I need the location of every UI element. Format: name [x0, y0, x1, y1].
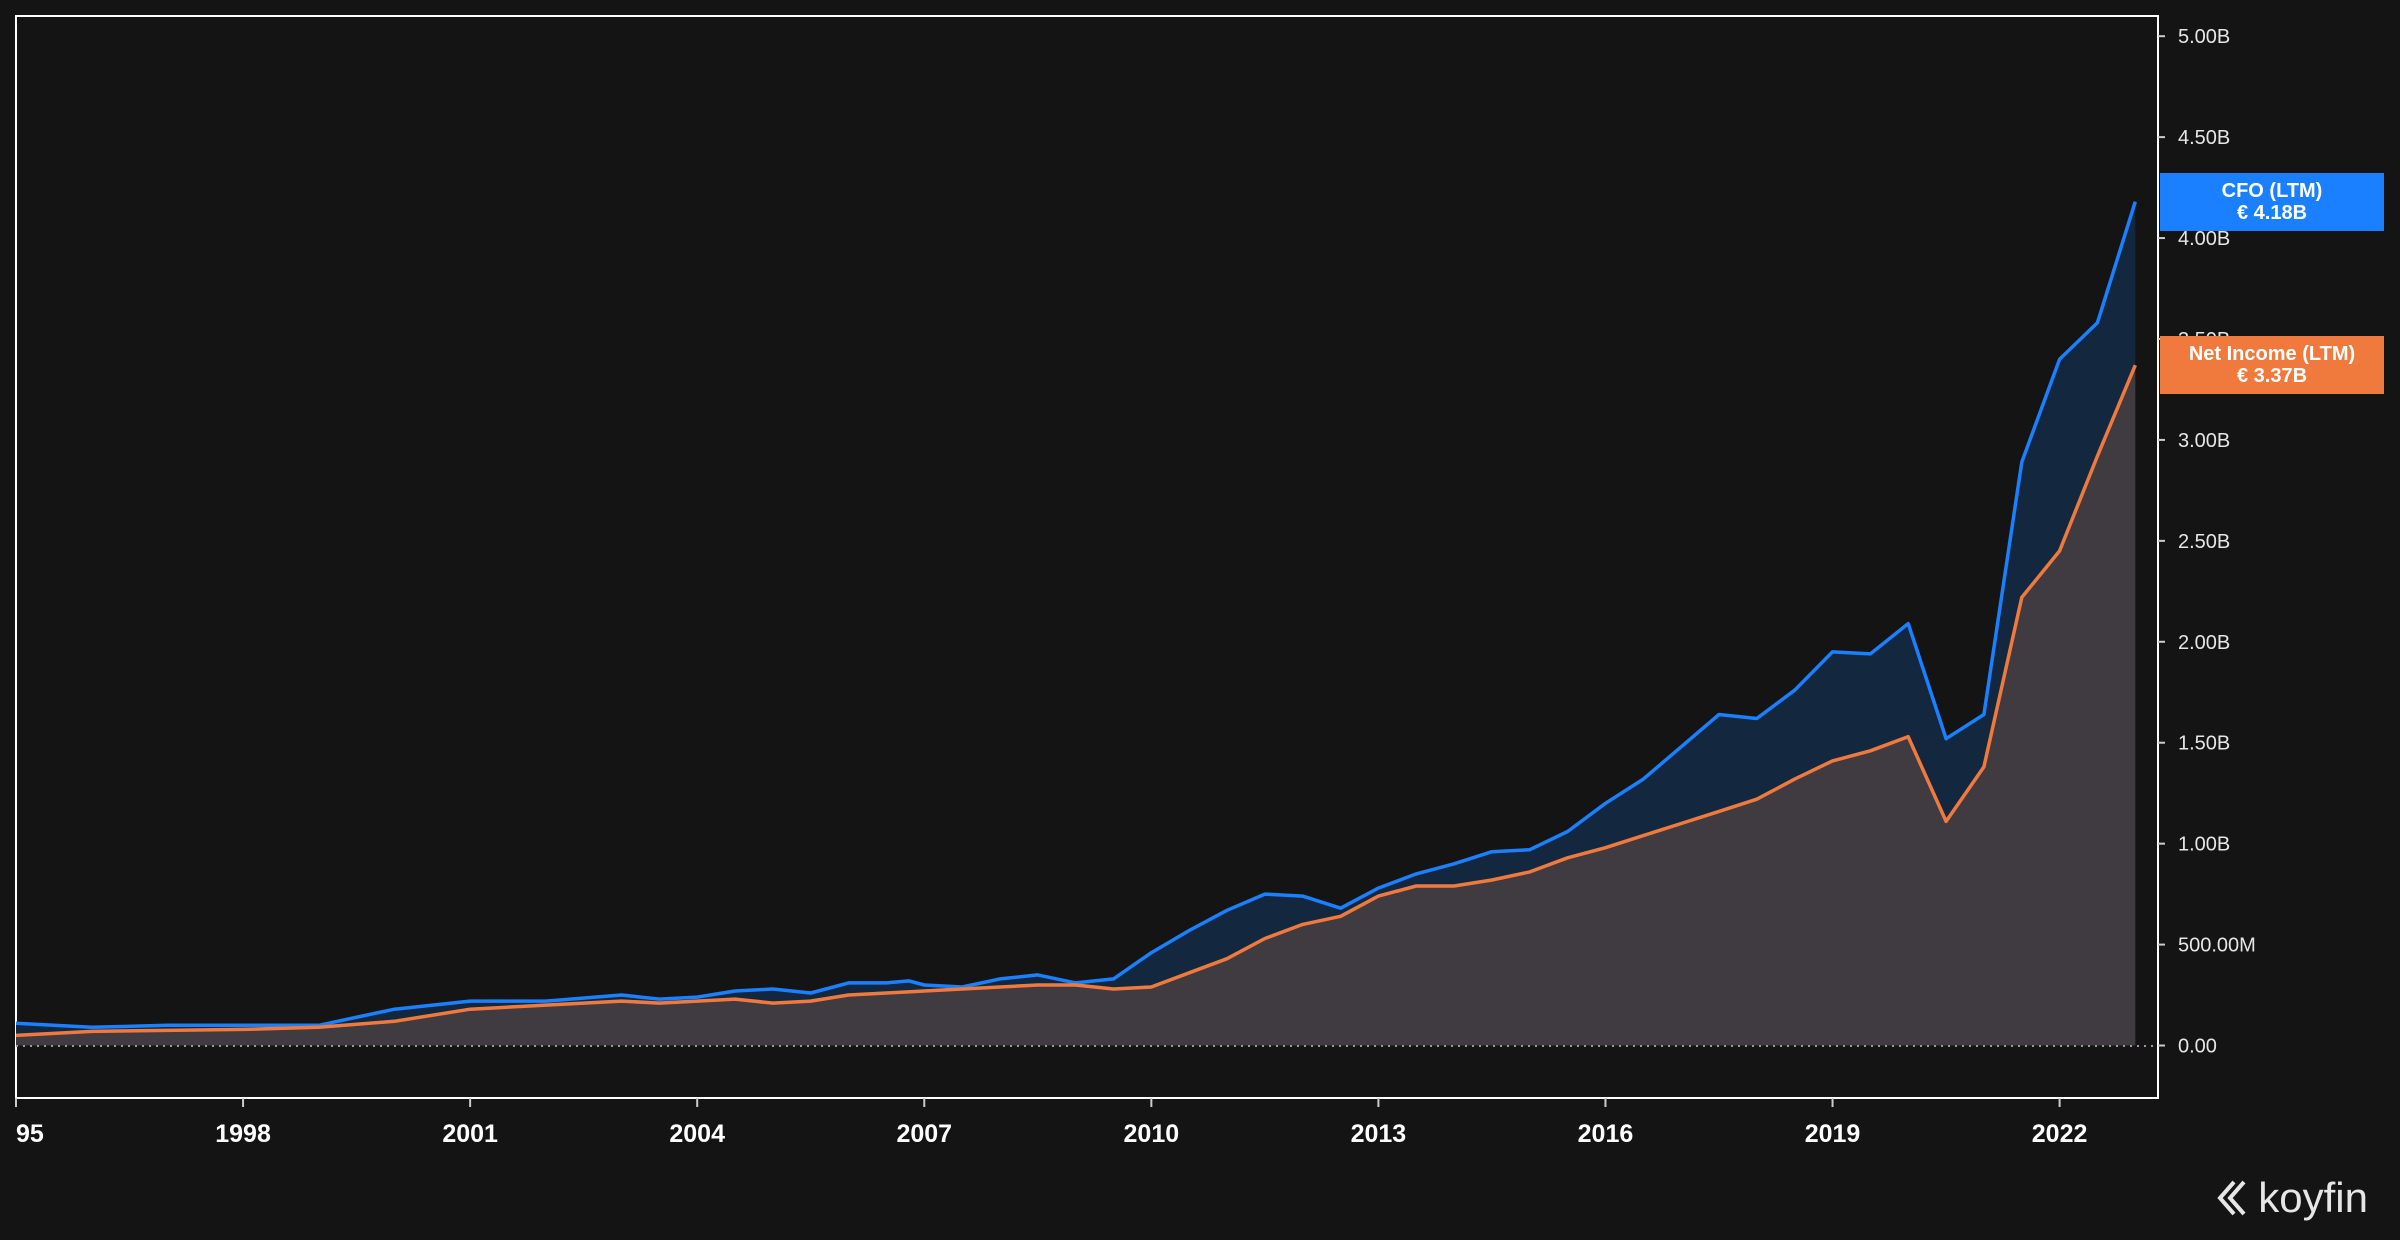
series-lines	[15, 201, 2137, 1038]
x-tick-label: 2004	[669, 1120, 725, 1148]
x-tick-label: 1998	[215, 1120, 271, 1148]
net-income-area	[16, 365, 2136, 1046]
koyfin-logo: koyfin	[2214, 1174, 2368, 1222]
x-tick-label: 2001	[442, 1120, 498, 1148]
net-income-tag-name: Net Income (LTM)	[2188, 343, 2356, 366]
x-tick-label: 2013	[1351, 1120, 1407, 1148]
x-tick-label: 95	[16, 1120, 44, 1148]
y-tick-label: 2.00B	[2178, 632, 2230, 654]
net-income-tag-value: € 3.37B	[2236, 365, 2308, 388]
y-tick-label: 3.00B	[2178, 430, 2230, 452]
cfo-value-tag: CFO (LTM) € 4.18B	[2160, 172, 2384, 231]
y-tick-label: 5.00B	[2178, 26, 2230, 48]
koyfin-logo-icon	[2217, 1180, 2246, 1216]
net-income-value-tag: Net Income (LTM) € 3.37B	[2160, 336, 2384, 395]
x-tick-label: 2022	[2032, 1120, 2088, 1148]
x-tick-label: 2016	[1578, 1120, 1634, 1148]
cfo-area	[16, 201, 2136, 1046]
koyfin-logo-text: koyfin	[2258, 1174, 2368, 1221]
plot-frame	[15, 15, 2159, 1099]
y-tick-label: 4.00B	[2178, 228, 2230, 250]
x-tick-label: 2007	[896, 1120, 952, 1148]
y-tick-label: 500.00M	[2178, 935, 2256, 957]
y-tick-label: 1.00B	[2178, 834, 2230, 856]
y-axis: 5.00B4.50B4.00B3.50B3.00B2.50B2.00B1.50B…	[2158, 26, 2256, 1058]
y-tick-label: 1.50B	[2178, 733, 2230, 755]
cfo-tag-value: € 4.18B	[2236, 201, 2308, 224]
y-tick-label: 4.50B	[2178, 127, 2230, 149]
x-axis: 95 1998 2001 2004 2007 2010 2013 2016 2019 2022	[15, 1098, 2088, 1148]
x-tick-label: 2010	[1124, 1120, 1180, 1148]
net-income-line	[15, 364, 2137, 1038]
y-tick-label: 0.00	[2178, 1036, 2217, 1058]
x-tick-label: 2019	[1805, 1120, 1861, 1148]
y-tick-label: 2.50B	[2178, 531, 2230, 553]
cfo-tag-name: CFO (LTM)	[2221, 179, 2323, 202]
cfo-line	[15, 201, 2137, 1030]
area-fills	[16, 201, 2136, 1046]
